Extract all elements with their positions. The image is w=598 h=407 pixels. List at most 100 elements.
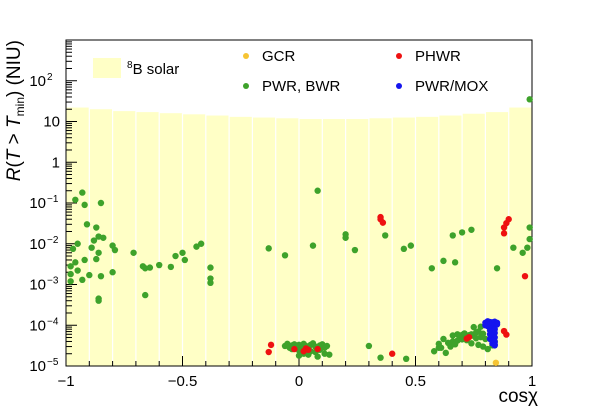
point-pwr-bwr-13 xyxy=(88,244,95,251)
histogram-bar-3 xyxy=(136,112,159,366)
point-pwr-bwr-123 xyxy=(451,341,459,348)
point-pwr-bwr-33 xyxy=(86,271,93,279)
point-pwr-bwr-64 xyxy=(519,249,526,256)
point-pwr-bwr-48 xyxy=(281,252,289,259)
point-pwr-bwr-129 xyxy=(435,340,442,348)
legend-marker-gcr xyxy=(243,53,249,59)
point-pwr-bwr-65 xyxy=(524,244,531,251)
point-pwr-bwr-0 xyxy=(526,96,533,103)
histogram-bar-6 xyxy=(206,115,229,366)
y-title-gt: > xyxy=(4,128,25,150)
x-tick-label-0: −1 xyxy=(57,373,74,390)
point-phwr-6 xyxy=(500,230,508,237)
y-tick-exponent-1: −4 xyxy=(47,316,59,327)
point-pwr-bwr-59 xyxy=(449,232,456,239)
histogram-bar-4 xyxy=(159,113,182,366)
point-pwr-bwr-30 xyxy=(207,264,214,271)
histogram-bar-14 xyxy=(392,117,415,366)
point-pwr-bwr-43 xyxy=(95,297,102,304)
point-pwr-bwr-125 xyxy=(468,340,475,347)
legend-label-8b-sup: 8 xyxy=(127,60,133,71)
histogram-bar-9 xyxy=(276,118,299,366)
point-pwr-bwr-9 xyxy=(93,224,100,231)
point-pwr-bwr-31 xyxy=(109,269,116,276)
point-pwr-bwr-61 xyxy=(468,226,475,233)
point-pwr-bwr-122 xyxy=(444,339,452,347)
histogram-bar-7 xyxy=(229,116,252,366)
y-tick-label-4: 10 xyxy=(29,195,46,212)
y-tick-label-5: 1 xyxy=(52,154,60,171)
point-phwr-17 xyxy=(305,346,312,353)
y-tick-exponent-3: −2 xyxy=(47,235,59,246)
y-tick-label-2: 10 xyxy=(29,277,46,294)
point-pwr-bwr-37 xyxy=(74,267,81,274)
point-pwr-bwr-39 xyxy=(72,259,79,266)
point-pwr-bwr-36 xyxy=(67,270,74,278)
histogram-bar-16 xyxy=(439,115,462,366)
point-phwr-12 xyxy=(267,341,275,349)
point-pwr-bwr-56 xyxy=(428,265,436,272)
point-pwr-bwr-20 xyxy=(197,240,205,247)
histogram-bar-5 xyxy=(183,114,206,366)
histogram-bar-8 xyxy=(253,117,276,366)
y-tick-label-6: 10 xyxy=(43,114,60,131)
legend: 8B solar GCR PWR, BWR PHWR PWR/MOX xyxy=(93,48,488,95)
point-pwr-bwr-47 xyxy=(265,245,272,252)
y-tick-exponent-4: −1 xyxy=(47,194,59,205)
legend-label-8b-solar: 8B solar xyxy=(127,60,179,78)
legend-swatch-8b-solar xyxy=(93,58,121,78)
point-pwr-bwr-96 xyxy=(326,351,333,358)
point-pwr-bwr-116 xyxy=(479,330,487,337)
point-phwr-14 xyxy=(291,345,298,353)
point-pwr-bwr-127 xyxy=(442,349,449,357)
y-tick-label-3: 10 xyxy=(29,236,46,253)
point-phwr-18 xyxy=(314,345,321,353)
point-pwr-bwr-55 xyxy=(407,242,415,249)
histogram-layer xyxy=(66,107,532,367)
point-pwr-bwr-3 xyxy=(72,196,79,203)
x-tick-label-3: 0.5 xyxy=(405,373,426,390)
y-tick-label-7: 10 xyxy=(29,73,46,90)
point-pwr-bwr-54 xyxy=(400,245,408,253)
y-title-sub: min xyxy=(13,97,27,116)
point-pwr-bwr-133 xyxy=(484,345,491,353)
y-tick-exponent-0: −5 xyxy=(47,357,59,368)
point-pwr-bwr-1 xyxy=(314,187,321,194)
point-phwr-5 xyxy=(505,216,512,223)
y-title-open: ( xyxy=(4,161,25,168)
histogram-bar-2 xyxy=(113,111,136,366)
point-pwr-bwr-35 xyxy=(67,278,74,285)
point-pwr-bwr-100 xyxy=(430,348,438,355)
legend-label-8b-rest: B solar xyxy=(133,61,180,78)
y-title-r: R xyxy=(4,167,25,181)
point-pwr-bwr-46 xyxy=(207,275,214,282)
point-pwr-mox-26 xyxy=(491,342,498,349)
legend-label-gcr: GCR xyxy=(262,48,296,65)
point-pwr-bwr-52 xyxy=(351,246,359,254)
y-axis-title: R(T > Tmin) (NIU) xyxy=(4,40,27,181)
point-pwr-bwr-4 xyxy=(97,199,105,207)
point-pwr-bwr-124 xyxy=(440,335,447,343)
point-pwr-mox-11 xyxy=(493,321,501,328)
y-tick-label-0: 10 xyxy=(29,358,46,375)
point-pwr-bwr-11 xyxy=(100,234,107,241)
point-phwr-13 xyxy=(265,348,272,356)
point-pwr-bwr-32 xyxy=(97,272,105,280)
point-phwr-7 xyxy=(521,272,529,280)
histogram-bar-13 xyxy=(369,118,392,366)
legend-label-phwr: PHWR xyxy=(415,48,461,65)
point-pwr-bwr-53 xyxy=(382,232,389,239)
x-tick-label-1: −0.5 xyxy=(168,373,198,390)
point-pwr-bwr-8 xyxy=(83,221,91,228)
point-pwr-bwr-7 xyxy=(526,235,533,243)
point-pwr-bwr-58 xyxy=(451,259,459,266)
point-pwr-bwr-44 xyxy=(142,291,149,299)
point-phwr-2 xyxy=(379,219,387,226)
y-title-unit: (NIU) xyxy=(4,40,25,85)
point-pwr-bwr-24 xyxy=(181,256,189,264)
point-pwr-bwr-63 xyxy=(510,244,517,251)
point-pwr-bwr-25 xyxy=(156,261,163,269)
legend-marker-pwr-bwr xyxy=(243,83,249,89)
point-pwr-bwr-6 xyxy=(526,224,533,231)
